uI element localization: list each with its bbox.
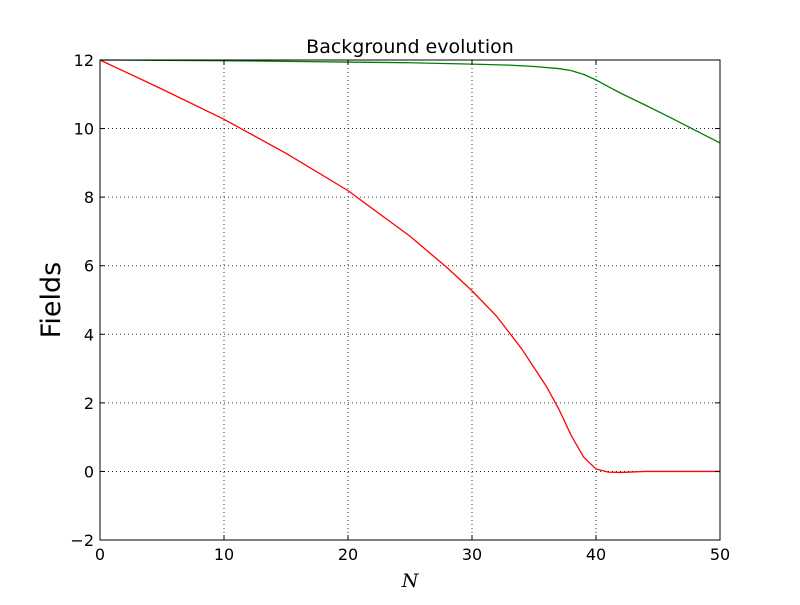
y-tick-label: 12	[74, 51, 94, 70]
series-line-1	[99, 59, 721, 144]
ticks	[99, 59, 721, 541]
y-tick-label: 2	[84, 394, 94, 413]
x-tick-label: 50	[710, 545, 730, 564]
y-tick-label: −2	[70, 531, 94, 550]
x-axis-label: N	[401, 570, 420, 592]
x-tick-label: 20	[338, 545, 358, 564]
y-axis-label: Fields	[36, 262, 67, 338]
y-tick-label: 6	[84, 257, 94, 276]
y-tick-label: 4	[84, 325, 94, 344]
x-tick-label: 40	[586, 545, 606, 564]
series-line-2	[99, 59, 720, 474]
plot-frame	[99, 59, 721, 541]
x-tick-label: 0	[95, 545, 105, 564]
y-tick-label: 8	[84, 188, 94, 207]
series-group	[99, 59, 721, 474]
y-tick-label: 10	[74, 120, 94, 139]
x-tick-label: 30	[462, 545, 482, 564]
plot-background	[100, 60, 720, 540]
chart-title: Background evolution	[306, 36, 514, 58]
grid	[100, 60, 720, 540]
x-tick-label: 10	[214, 545, 234, 564]
y-tick-label: 0	[84, 462, 94, 481]
